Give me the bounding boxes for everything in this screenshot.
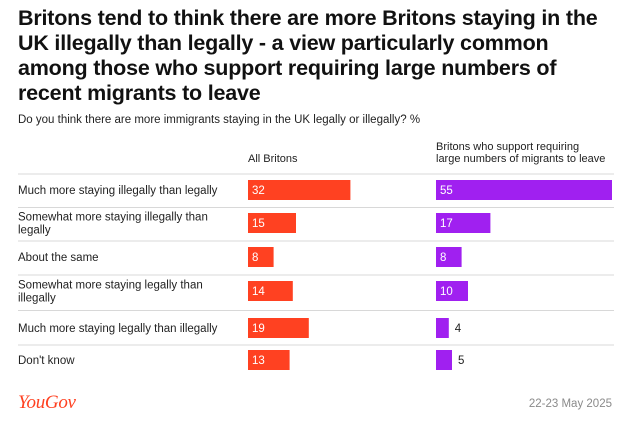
- data-label-supporters: 17: [440, 218, 453, 230]
- yougov-logo: YouGov: [18, 392, 76, 413]
- data-label-all-britons: 32: [252, 185, 265, 197]
- chart-title: Britons tend to think there are more Bri…: [18, 6, 598, 105]
- data-label-all-britons: 19: [252, 323, 265, 335]
- bar-supporters: [436, 180, 612, 200]
- bar-supporters: [436, 213, 491, 233]
- bar-all-britons: [248, 213, 296, 233]
- survey-date: 22-23 May 2025: [528, 398, 612, 410]
- category-label: About the same: [18, 252, 99, 264]
- category-label: Much more staying illegally than legally: [18, 185, 218, 197]
- bar-all-britons: [248, 281, 293, 301]
- bar-all-britons: [248, 318, 309, 338]
- bar-all-britons: [248, 350, 290, 370]
- series-header-all-britons: All Britons: [248, 153, 298, 165]
- data-label-supporters: 8: [440, 252, 446, 264]
- data-label-supporters: 5: [458, 355, 464, 367]
- data-label-supporters: 10: [440, 286, 453, 298]
- bar-supporters: [436, 318, 449, 338]
- bar-supporters: [436, 247, 462, 267]
- category-label: Much more staying legally than illegally: [18, 323, 218, 335]
- data-label-all-britons: 13: [252, 355, 265, 367]
- bar-supporters: [436, 350, 452, 370]
- data-label-all-britons: 14: [252, 286, 265, 298]
- data-label-supporters: 4: [455, 323, 462, 335]
- category-label: Somewhat more staying legally than illega…: [18, 280, 203, 305]
- data-label-all-britons: 8: [252, 252, 258, 264]
- bar-all-britons: [248, 180, 351, 200]
- category-label: Don't know: [18, 355, 75, 367]
- data-label-all-britons: 15: [252, 218, 265, 230]
- data-label-supporters: 55: [440, 185, 453, 197]
- category-label: Somewhat more staying illegally than lega…: [18, 212, 208, 237]
- bar-all-britons: [248, 247, 274, 267]
- chart-question: Do you think there are more immigrants s…: [18, 114, 421, 126]
- series-header-supporters: Britons who support requiring large numb…: [436, 141, 606, 165]
- bar-supporters: [436, 281, 468, 301]
